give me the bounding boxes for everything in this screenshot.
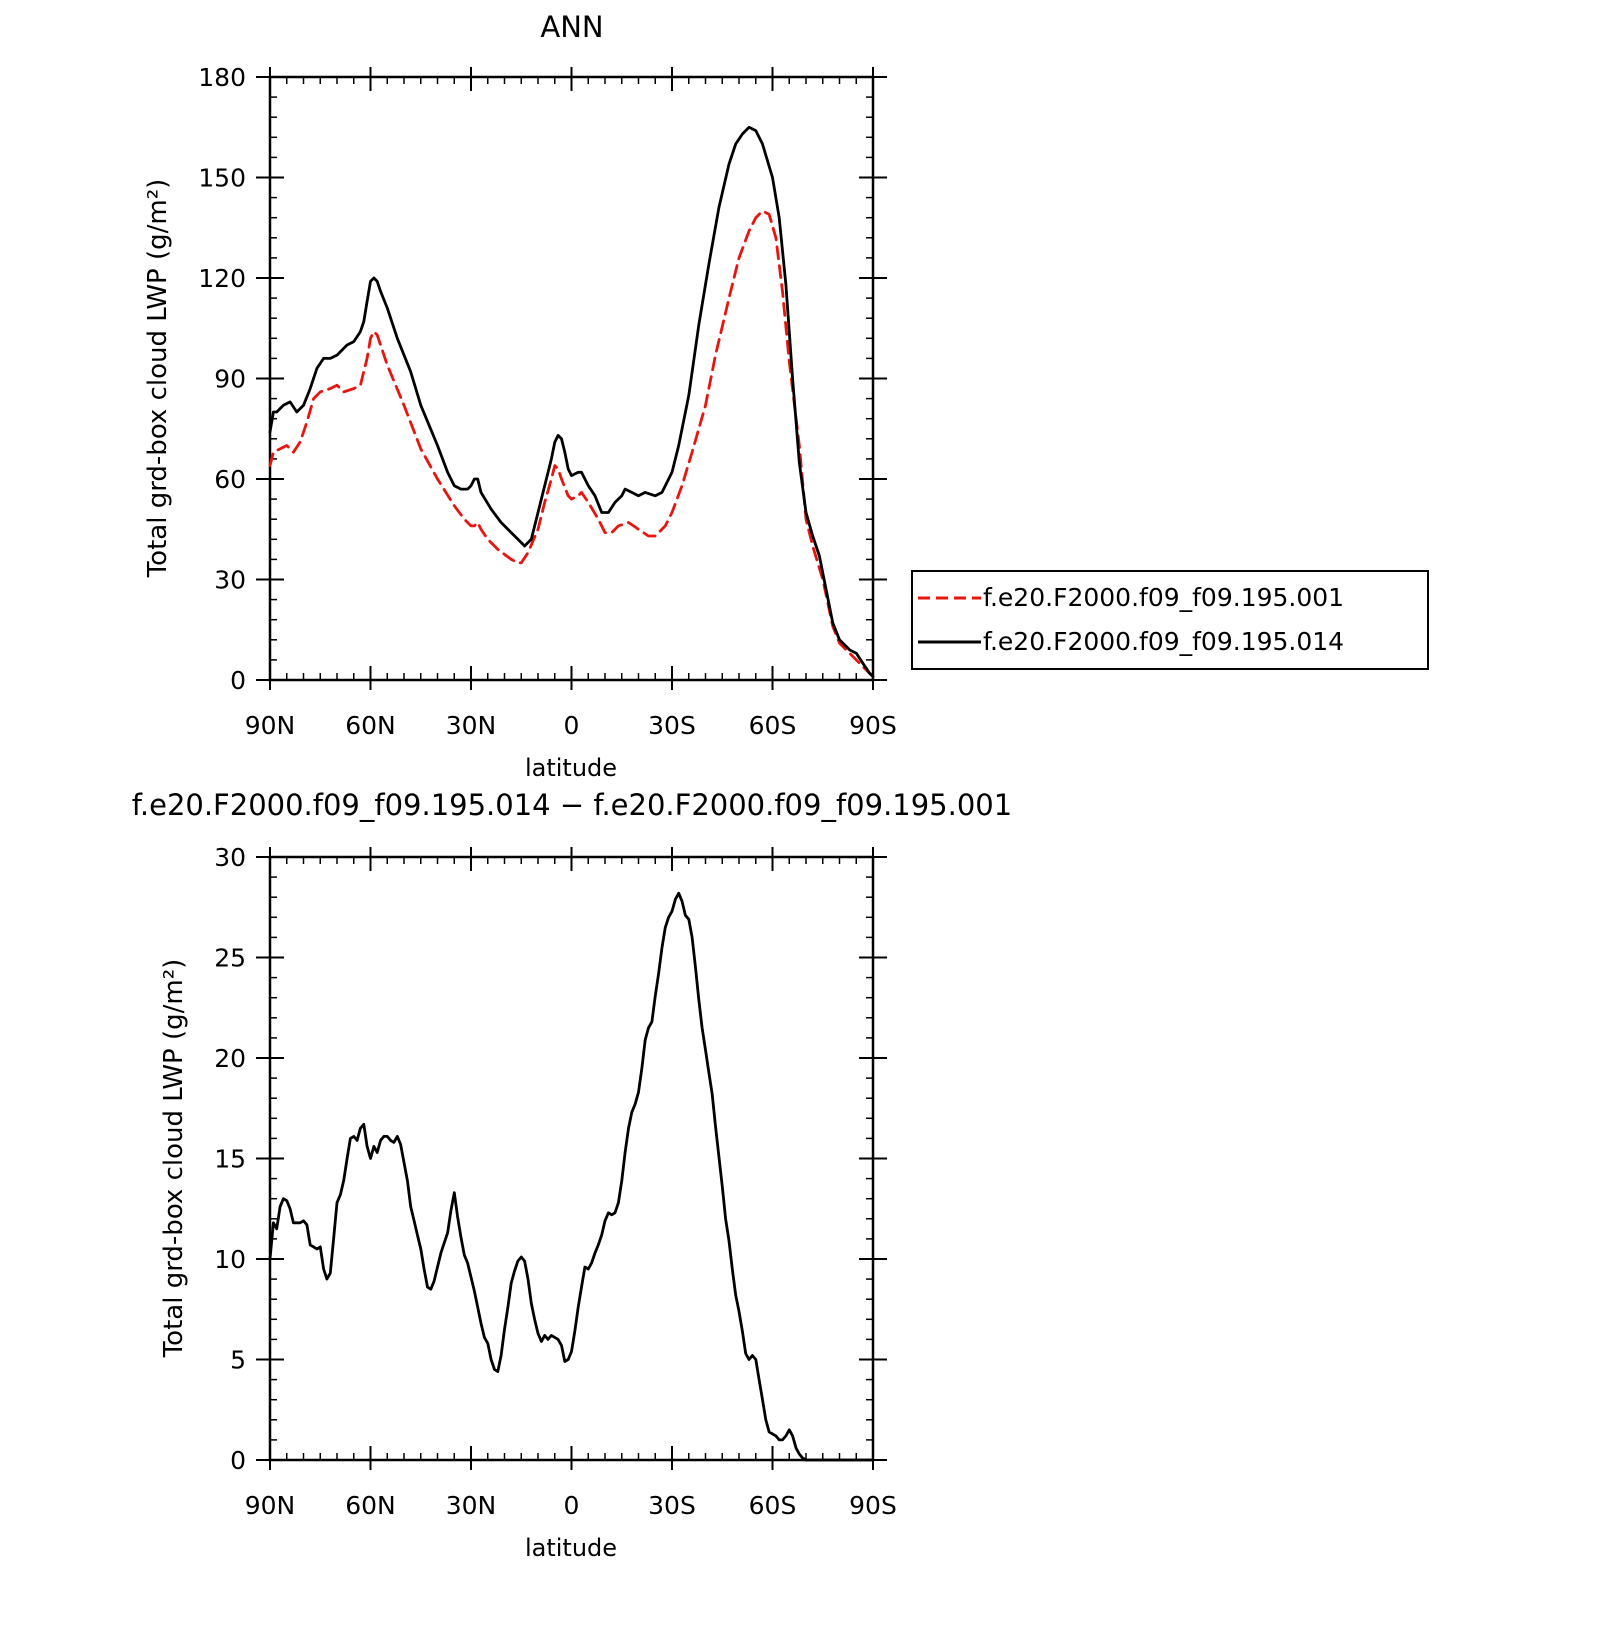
x-axis-label: latitude bbox=[525, 754, 617, 782]
series-line-solid bbox=[268, 125, 875, 678]
x-tick-label: 30N bbox=[446, 1491, 497, 1520]
axis-ticks bbox=[256, 847, 887, 1470]
y-tick-label: 10 bbox=[214, 1245, 246, 1274]
y-tick-label: 30 bbox=[214, 566, 246, 595]
x-axis-label: latitude bbox=[525, 1534, 617, 1562]
x-tick-label: 30N bbox=[446, 711, 497, 740]
legend-box bbox=[911, 570, 1429, 670]
chart-top: ANN 90N 60N 30N 0 30S 60S 90S 0 30 60 90 120 150 180… bbox=[143, 10, 1429, 782]
plot-frame bbox=[268, 75, 875, 682]
series-group bbox=[268, 125, 875, 678]
x-tick-label: 60S bbox=[749, 711, 797, 740]
x-tick-label: 60S bbox=[749, 1491, 797, 1520]
y-tick-label: 20 bbox=[214, 1044, 246, 1073]
series-line-solid bbox=[268, 891, 875, 1462]
y-tick-label: 0 bbox=[230, 1446, 246, 1475]
y-axis-label: Total grd-box cloud LWP (g/m²) bbox=[143, 179, 173, 579]
y-tick-label: 120 bbox=[198, 264, 246, 293]
x-tick-label: 0 bbox=[564, 711, 580, 740]
x-tick-labels: 90N 60N 30N 0 30S 60S 90S bbox=[245, 1491, 897, 1520]
legend: f.e20.F2000.f09_f09.195.001 f.e20.F2000.… bbox=[911, 570, 1429, 670]
x-tick-label: 90N bbox=[245, 1491, 296, 1520]
x-tick-label: 0 bbox=[564, 1491, 580, 1520]
x-tick-labels: 90N 60N 30N 0 30S 60S 90S bbox=[245, 711, 897, 740]
y-tick-label: 25 bbox=[214, 944, 246, 973]
y-tick-labels: 0 5 10 15 20 25 30 bbox=[214, 843, 246, 1475]
legend-label-014: f.e20.F2000.f09_f09.195.014 bbox=[983, 627, 1344, 656]
y-tick-label: 5 bbox=[230, 1346, 246, 1375]
chart-title: ANN bbox=[540, 10, 603, 44]
x-tick-label: 60N bbox=[345, 711, 396, 740]
series-line-dashed bbox=[268, 209, 875, 678]
x-tick-label: 90N bbox=[245, 711, 296, 740]
chart-title: f.e20.F2000.f09_f09.195.014 − f.e20.F200… bbox=[132, 788, 1012, 822]
plot-frame bbox=[268, 855, 875, 1462]
x-tick-label: 90S bbox=[849, 1491, 897, 1520]
series-group bbox=[268, 891, 875, 1462]
x-tick-label: 90S bbox=[849, 711, 897, 740]
axis-ticks bbox=[256, 67, 887, 690]
x-tick-label: 30S bbox=[648, 711, 696, 740]
y-tick-label: 15 bbox=[214, 1145, 246, 1174]
y-tick-labels: 0 30 60 90 120 150 180 bbox=[198, 63, 246, 695]
y-tick-label: 0 bbox=[230, 666, 246, 695]
y-tick-label: 180 bbox=[198, 63, 246, 92]
y-axis-label: Total grd-box cloud LWP (g/m²) bbox=[159, 959, 189, 1359]
y-tick-label: 60 bbox=[214, 465, 246, 494]
x-tick-label: 30S bbox=[648, 1491, 696, 1520]
y-tick-label: 150 bbox=[198, 164, 246, 193]
legend-label-001: f.e20.F2000.f09_f09.195.001 bbox=[983, 583, 1344, 612]
y-tick-label: 30 bbox=[214, 843, 246, 872]
x-tick-label: 60N bbox=[345, 1491, 396, 1520]
y-tick-label: 90 bbox=[214, 365, 246, 394]
chart-bottom: f.e20.F2000.f09_f09.195.014 − f.e20.F200… bbox=[132, 788, 1012, 1562]
